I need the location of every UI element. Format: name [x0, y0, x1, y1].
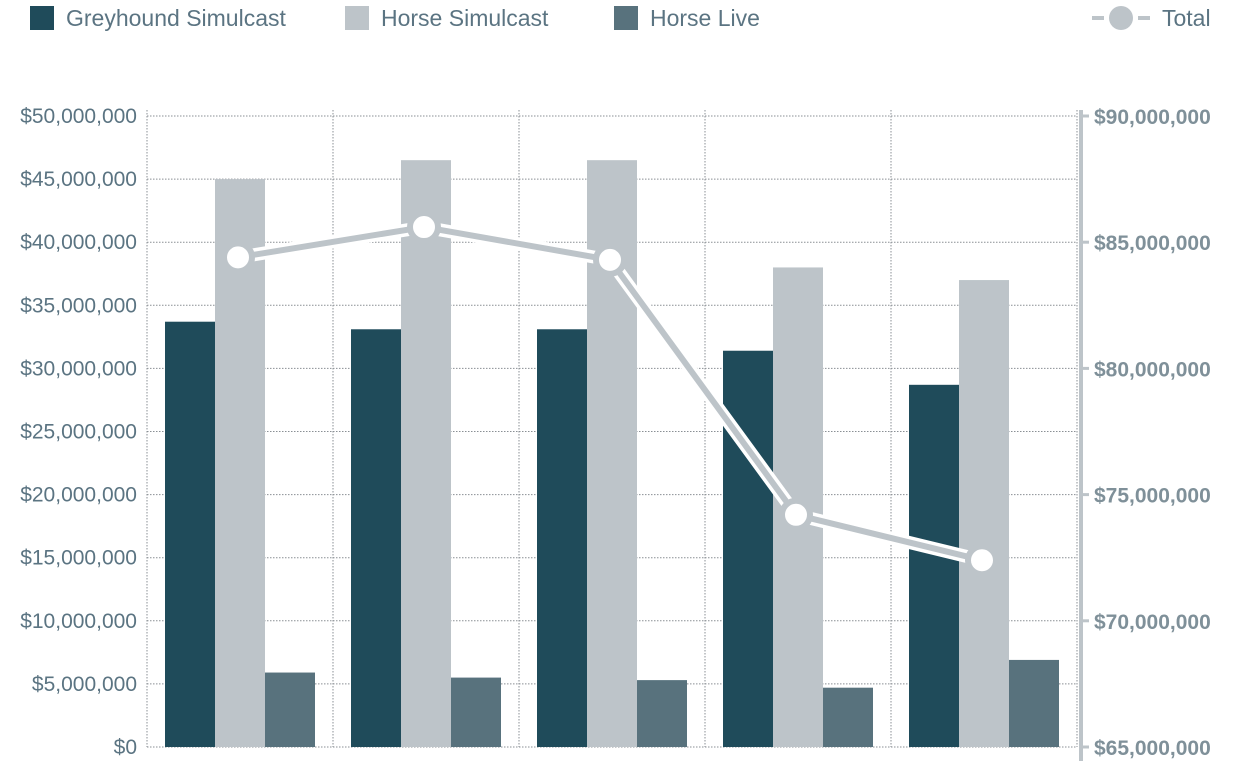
left-tick-label: $30,000,000 — [20, 357, 137, 380]
right-tick-label: $85,000,000 — [1094, 232, 1211, 255]
bar-horse-live — [1009, 659, 1059, 747]
legend-label-greyhound-simulcast: Greyhound Simulcast — [66, 4, 286, 31]
left-tick-label: $45,000,000 — [20, 168, 137, 191]
bar-horse-simulcast — [959, 280, 1009, 747]
right-tick-label: $75,000,000 — [1094, 485, 1211, 508]
bars — [165, 160, 1059, 748]
right-tick-label: $80,000,000 — [1094, 358, 1211, 381]
left-tick-label: $10,000,000 — [20, 610, 137, 633]
bar-greyhound-simulcast — [909, 384, 959, 747]
left-tick-label: $40,000,000 — [20, 231, 137, 254]
bar-greyhound-simulcast — [165, 321, 215, 747]
legend-line-total-icon — [1092, 6, 1152, 30]
left-tick-label: $5,000,000 — [32, 673, 137, 696]
legend-label-total: Total — [1162, 4, 1211, 31]
bar-horse-live — [823, 687, 873, 747]
left-axis-ticks: $0 $5,000,000 $10,000,000 $15,000,000 $20,00… — [20, 105, 137, 759]
bar-greyhound-simulcast — [723, 350, 773, 747]
chart-legend: Greyhound Simulcast Horse Simulcast Hors… — [0, 0, 1236, 36]
total-point — [407, 210, 441, 245]
legend-item-horse-live[interactable]: Horse Live — [614, 4, 760, 32]
right-axis: $65,000,000 $70,000,000 $75,000,000 $80,000… — [1079, 106, 1211, 761]
legend-swatch-horse-live — [614, 6, 638, 30]
left-tick-label: $25,000,000 — [20, 421, 137, 444]
left-tick-label: $20,000,000 — [20, 484, 137, 507]
right-tick-label: $70,000,000 — [1094, 611, 1211, 634]
left-tick-label: $15,000,000 — [20, 547, 137, 570]
bar-greyhound-simulcast — [537, 329, 587, 747]
legend-swatch-greyhound-simulcast — [30, 6, 54, 30]
bar-horse-simulcast — [401, 160, 451, 748]
legend-item-horse-simulcast[interactable]: Horse Simulcast — [345, 4, 548, 32]
bar-horse-live — [265, 672, 315, 747]
bar-horse-live — [637, 680, 687, 747]
total-point — [593, 242, 627, 277]
legend-label-horse-live: Horse Live — [650, 4, 760, 31]
left-tick-label: $50,000,000 — [20, 105, 137, 128]
bar-horse-live — [451, 677, 501, 747]
left-tick-label: $0 — [114, 736, 137, 759]
legend-swatch-horse-simulcast — [345, 6, 369, 30]
total-point — [779, 497, 813, 532]
bar-greyhound-simulcast — [351, 329, 401, 747]
right-tick-label: $65,000,000 — [1094, 737, 1211, 760]
legend-label-horse-simulcast: Horse Simulcast — [381, 4, 549, 31]
left-tick-label: $35,000,000 — [20, 294, 137, 317]
legend-item-greyhound-simulcast[interactable]: Greyhound Simulcast — [30, 4, 286, 32]
total-point — [965, 543, 999, 578]
total-point — [221, 240, 255, 275]
total-line — [221, 210, 999, 578]
legend-item-total[interactable]: Total — [1092, 4, 1211, 32]
right-tick-label: $90,000,000 — [1094, 106, 1211, 129]
